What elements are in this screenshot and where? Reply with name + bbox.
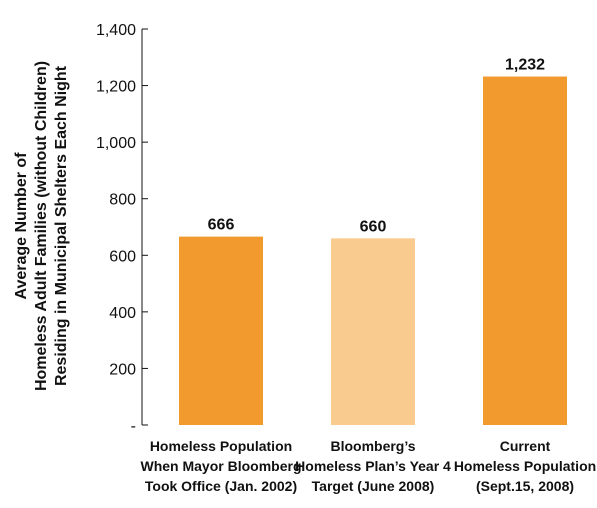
bar [483, 76, 567, 426]
y-tick-label: 400 [109, 305, 136, 322]
x-category-label-line: Homeless Population [454, 458, 596, 474]
y-tick-label: 1,400 [96, 22, 136, 39]
y-axis-label-line-3: Residing in Municipal Shelters Each Nigh… [53, 65, 70, 386]
bars [179, 76, 567, 426]
bar [179, 236, 263, 425]
y-axis-ticks: - 200 400 600 800 1,000 1,200 1,400 [96, 22, 148, 435]
x-category-label-line: Bloomberg’s [330, 438, 415, 454]
x-axis-categories: Homeless Population When Mayor Bloomberg T… [140, 438, 596, 494]
y-axis-label-line-2: Homeless Adult Families (without Childre… [33, 61, 50, 391]
y-tick-label: - [131, 418, 136, 435]
x-category-label-line: When Mayor Bloomberg [140, 458, 301, 474]
x-category-label-line: Homeless Plan’s Year 4 [295, 458, 451, 474]
data-label: 666 [208, 217, 235, 234]
x-category-label-line: Current [500, 438, 551, 454]
bar [331, 238, 415, 425]
data-label: 660 [360, 218, 387, 235]
x-category-label-line: Target (June 2008) [312, 478, 435, 494]
y-axis-label-line-1: Average Number of [13, 152, 30, 300]
y-tick-label: 800 [109, 192, 136, 209]
x-category-label-line: Took Office (Jan. 2002) [145, 478, 297, 494]
y-tick-label: 1,200 [96, 79, 136, 96]
x-category-label-line: Homeless Population [150, 438, 292, 454]
y-tick-label: 200 [109, 361, 136, 378]
data-label: 1,232 [505, 57, 545, 74]
y-tick-label: 600 [109, 248, 136, 265]
y-tick-label: 1,000 [96, 135, 136, 152]
y-axis-label: Average Number of Homeless Adult Familie… [13, 61, 70, 391]
x-category-label-line: (Sept.15, 2008) [476, 478, 574, 494]
data-labels: 666 660 1,232 [208, 57, 545, 236]
